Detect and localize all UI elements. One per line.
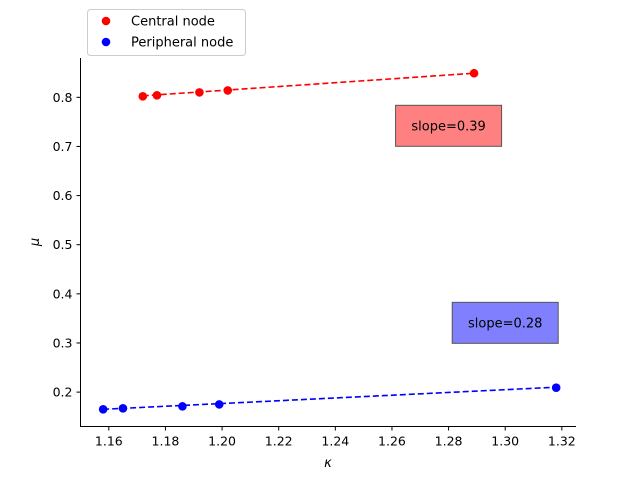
slope-box-0 — [395, 104, 503, 147]
y-tick-label: 0.7 — [53, 139, 73, 154]
legend: Central node Peripheral node — [87, 9, 246, 56]
x-tick-label: 1.22 — [265, 434, 293, 449]
y-tick-label: 0.5 — [53, 237, 73, 252]
fit-line-peripheral — [103, 386, 557, 411]
data-point-peripheral-1 — [118, 404, 128, 413]
legend-marker-central — [101, 16, 111, 26]
x-tick-label: 1.32 — [548, 434, 576, 449]
data-point-peripheral-4 — [551, 383, 561, 392]
x-tick-label: 1.26 — [378, 434, 406, 449]
y-tick-label: 0.6 — [53, 188, 73, 203]
x-tick-label: 1.24 — [321, 434, 349, 449]
data-point-peripheral-2 — [178, 402, 187, 411]
y-tick-label: 0.3 — [53, 335, 73, 350]
x-tick-label: 1.20 — [208, 434, 236, 449]
y-tick-label: 0.2 — [53, 385, 73, 400]
slope-annotations: slope=0.39 slope=0.28 — [395, 104, 559, 344]
x-tick-label: 1.28 — [435, 434, 463, 449]
x-tick-label: 1.18 — [152, 434, 180, 449]
data-point-central-3 — [223, 86, 233, 95]
axes — [80, 58, 576, 427]
y-tick-label: 0.4 — [53, 286, 73, 301]
data-point-peripheral-3 — [214, 400, 224, 409]
slope-label-1: slope=0.28 — [468, 316, 542, 331]
legend-label-peripheral: Peripheral node — [131, 36, 233, 51]
data-point-central-4 — [469, 68, 479, 78]
x-ticks: 1.16 1.18 1.20 1.22 1.24 1.26 1.28 1.30 1.32 — [95, 426, 576, 449]
y-ticks: 0.2 0.3 0.4 0.5 0.6 0.7 0.8 — [53, 90, 81, 400]
data-point-central-0 — [138, 92, 148, 101]
legend-marker-peripheral — [101, 37, 111, 47]
x-axis-label: κ — [324, 456, 332, 471]
legend-label-central: Central node — [131, 15, 215, 30]
slope-box-1 — [451, 301, 559, 344]
y-tick-label: 0.8 — [53, 90, 73, 105]
legend-frame — [87, 9, 246, 56]
x-tick-label: 1.30 — [491, 434, 519, 449]
data-points — [98, 68, 561, 414]
slope-label-0: slope=0.39 — [411, 119, 485, 134]
y-axis-label: μ — [28, 238, 43, 247]
data-point-central-1 — [152, 91, 162, 100]
data-point-central-2 — [195, 88, 204, 97]
data-point-peripheral-0 — [98, 405, 108, 414]
x-tick-label: 1.16 — [95, 434, 123, 449]
fit-line-central — [142, 72, 475, 97]
